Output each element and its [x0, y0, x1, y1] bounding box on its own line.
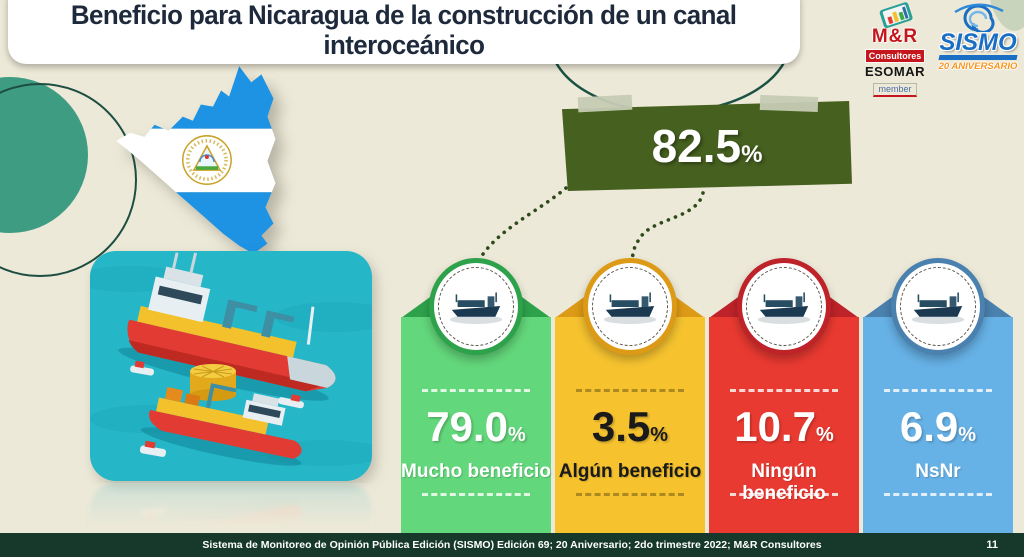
- sismo-anniversary-label: 20 ANIVERSARIO: [938, 61, 1018, 72]
- dashed-ring: [438, 267, 514, 346]
- percentage-value: 3.5%: [591, 403, 669, 450]
- dashed-separator: [730, 493, 838, 496]
- dashed-ring: [746, 267, 822, 346]
- ship-badge: [429, 258, 523, 355]
- ship-badge: [583, 258, 677, 355]
- dashed-separator: [422, 493, 530, 496]
- dashed-separator: [576, 389, 684, 392]
- category-label: Algún beneficio: [558, 461, 702, 482]
- esomar-label: ESOMAR: [864, 64, 926, 79]
- sismo-logo-bar: [938, 55, 1018, 60]
- mr-logo-name: M&R: [871, 26, 919, 47]
- tape-decoration: [759, 94, 819, 113]
- slide-title-line2: interoceánico: [323, 30, 485, 60]
- ship-badge: [891, 258, 985, 355]
- footer-bar: Sistema de Monitoreo de Opinión Pública …: [0, 533, 1024, 557]
- dashed-separator: [576, 493, 684, 496]
- footer-source-text: Sistema de Monitoreo de Opinión Pública …: [202, 539, 822, 551]
- dashed-separator: [730, 389, 838, 392]
- bar-column-nsnr: 6.9% NsNr: [863, 0, 1013, 557]
- ship-badge: [737, 258, 831, 355]
- category-label: Mucho beneficio: [401, 461, 551, 482]
- title-card: Beneficio para Nicaragua de la construcc…: [8, 0, 800, 64]
- sismo-logo: SISMO 20 ANIVERSARIO: [933, 2, 1023, 72]
- sismo-swirl-icon: [954, 3, 1004, 32]
- dashed-separator: [884, 389, 992, 392]
- dashed-ring: [900, 267, 976, 346]
- nicaragua-flag-map: [116, 66, 276, 254]
- percentage-value: 79.0%: [426, 403, 526, 450]
- highlight-banner: 82.5%: [562, 101, 852, 191]
- page-number: 11: [986, 539, 998, 551]
- esomar-member-label: member: [873, 83, 917, 97]
- category-label: Ningún beneficio: [742, 461, 826, 504]
- bar-column-mucho: 79.0% Mucho beneficio: [401, 0, 551, 557]
- bar-column-ningun: 10.7% Ningún beneficio: [709, 0, 859, 557]
- canal-ships-illustration: [90, 251, 372, 481]
- tape-decoration: [577, 94, 633, 113]
- dashed-separator: [884, 493, 992, 496]
- phone-chart-icon: [879, 2, 913, 28]
- bar-column-algun: 3.5% Algún beneficio: [555, 0, 705, 557]
- dashed-ring: [592, 267, 668, 346]
- percentage-value: 6.9%: [899, 403, 977, 450]
- mr-consultores-logo: M&R Consultores ESOMAR member: [857, 2, 933, 97]
- mr-logo-subtitle: Consultores: [864, 49, 926, 63]
- highlight-value: 82.5%: [651, 120, 763, 172]
- percentage-value: 10.7%: [734, 403, 834, 450]
- sismo-logo-name: SISMO: [939, 29, 1017, 56]
- slide-title-line1: Beneficio para Nicaragua de la construcc…: [71, 0, 737, 30]
- reflection-fade: [88, 483, 374, 535]
- percent-sign: %: [741, 141, 763, 168]
- coat-of-arms: [181, 135, 232, 185]
- category-label: NsNr: [915, 461, 961, 482]
- dashed-separator: [422, 389, 530, 392]
